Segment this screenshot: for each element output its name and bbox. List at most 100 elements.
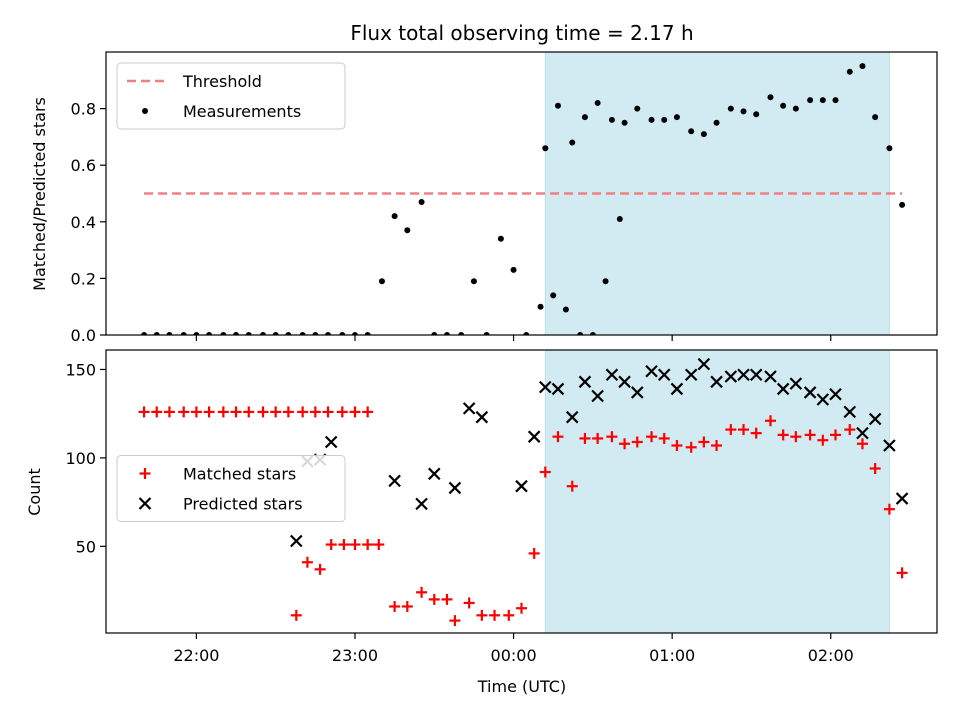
matched-star-point [738,424,750,436]
matched-star-point [750,427,762,439]
matched-star-point [349,539,361,551]
top-panel: Flux total observing time = 2.17 h Match… [30,21,938,345]
matched-star-point [138,406,150,418]
measurement-point [899,201,906,208]
x-b [290,534,303,548]
matched-star-point [516,602,527,614]
matched-star-point [297,406,309,418]
x-b [816,393,830,406]
measurement-point [523,332,530,335]
matched-star-point [151,406,163,418]
x-b [789,377,803,390]
matched-star-point [671,440,683,452]
measurement-point [872,114,879,121]
measurement-point [339,332,346,335]
matched-star-point [389,600,401,612]
measurement-point [740,108,747,115]
bottom-y-tick-label: 50 [76,537,96,556]
matched-star-point [883,503,895,515]
matched-star-point [606,431,618,443]
matched-star-point [804,429,816,441]
bottom-x-tick-label: 23:00 [332,646,378,665]
matched-star-point [528,547,540,559]
matched-star-point [552,431,564,443]
x-b [591,389,604,403]
predicted-star-point [829,387,842,401]
measurement-point [312,332,319,335]
predicted-star-point [605,368,619,382]
measurement-point [648,116,655,123]
measurement-point [272,332,279,335]
measurement-point [497,235,504,242]
predicted-star-point [515,479,528,493]
matched-star-point [830,429,842,441]
measurement-point [391,213,398,220]
measurement-point [688,128,695,135]
measurement-point [404,227,411,234]
bottom-series-predicted-stars [290,357,909,548]
top-y-tick-label: 0.8 [71,100,96,119]
predicted-star-point [565,410,579,424]
chart-title: Flux total observing time = 2.17 h [350,21,693,45]
matched-star-point [856,438,868,450]
predicted-star-point [868,412,882,426]
x-b [605,368,619,382]
matched-star-point [869,463,881,475]
predicted-star-point [856,426,869,440]
bottom-axes-frame [105,349,938,634]
measurement-point [886,145,893,152]
measurement-point [608,116,615,123]
matched-star-point [579,432,591,444]
measurement-point [470,278,477,285]
matched-star-point [619,438,631,450]
x-b [856,426,869,440]
x-b [883,439,896,452]
measurement-point [299,332,306,335]
predicted-star-point [789,377,803,390]
legend-box [116,455,346,522]
x-b [749,368,763,382]
x-b [324,435,338,449]
measurement-point [537,303,544,310]
x-b [697,357,711,371]
predicted-star-point [883,439,896,452]
measurement-point [594,99,601,106]
measurement-point [166,332,173,335]
predicted-star-point [764,370,777,383]
predicted-star-point [710,375,723,389]
matched-star-point [282,406,294,418]
legend-label: Predicted stars [183,495,303,514]
predicted-star-point [724,370,738,383]
predicted-star-point [645,364,658,378]
x-b [684,368,698,382]
bottom-shaded-region [544,349,890,634]
measurement-point [569,139,576,146]
measurement-point [193,332,200,335]
matched-star-point [338,539,350,551]
predicted-star-point [591,389,604,403]
legend-matched-swatch [139,468,151,479]
matched-star-point [592,432,604,444]
x-b [895,492,909,505]
legend-predicted-swatch [138,497,152,510]
matched-star-point [658,432,670,444]
bottom-y-tick-label: 150 [65,360,96,379]
matched-star-point [428,593,440,605]
matched-star-point [401,600,413,612]
x-b [527,430,541,443]
measurement-point [351,332,358,335]
bottom-x-tick-label: 02:00 [808,646,854,665]
measurement-point [792,105,799,112]
matched-star-point [178,406,190,418]
predicted-star-point [657,368,671,382]
measurement-point [550,292,557,299]
predicted-star-point [618,375,631,389]
x-b [764,370,777,383]
measurement-point [581,114,588,121]
matched-star-point [566,480,578,492]
measurement-point [510,266,517,273]
predicted-star-point [776,382,790,396]
predicted-star-point [415,497,428,511]
predicted-star-point [539,380,552,394]
